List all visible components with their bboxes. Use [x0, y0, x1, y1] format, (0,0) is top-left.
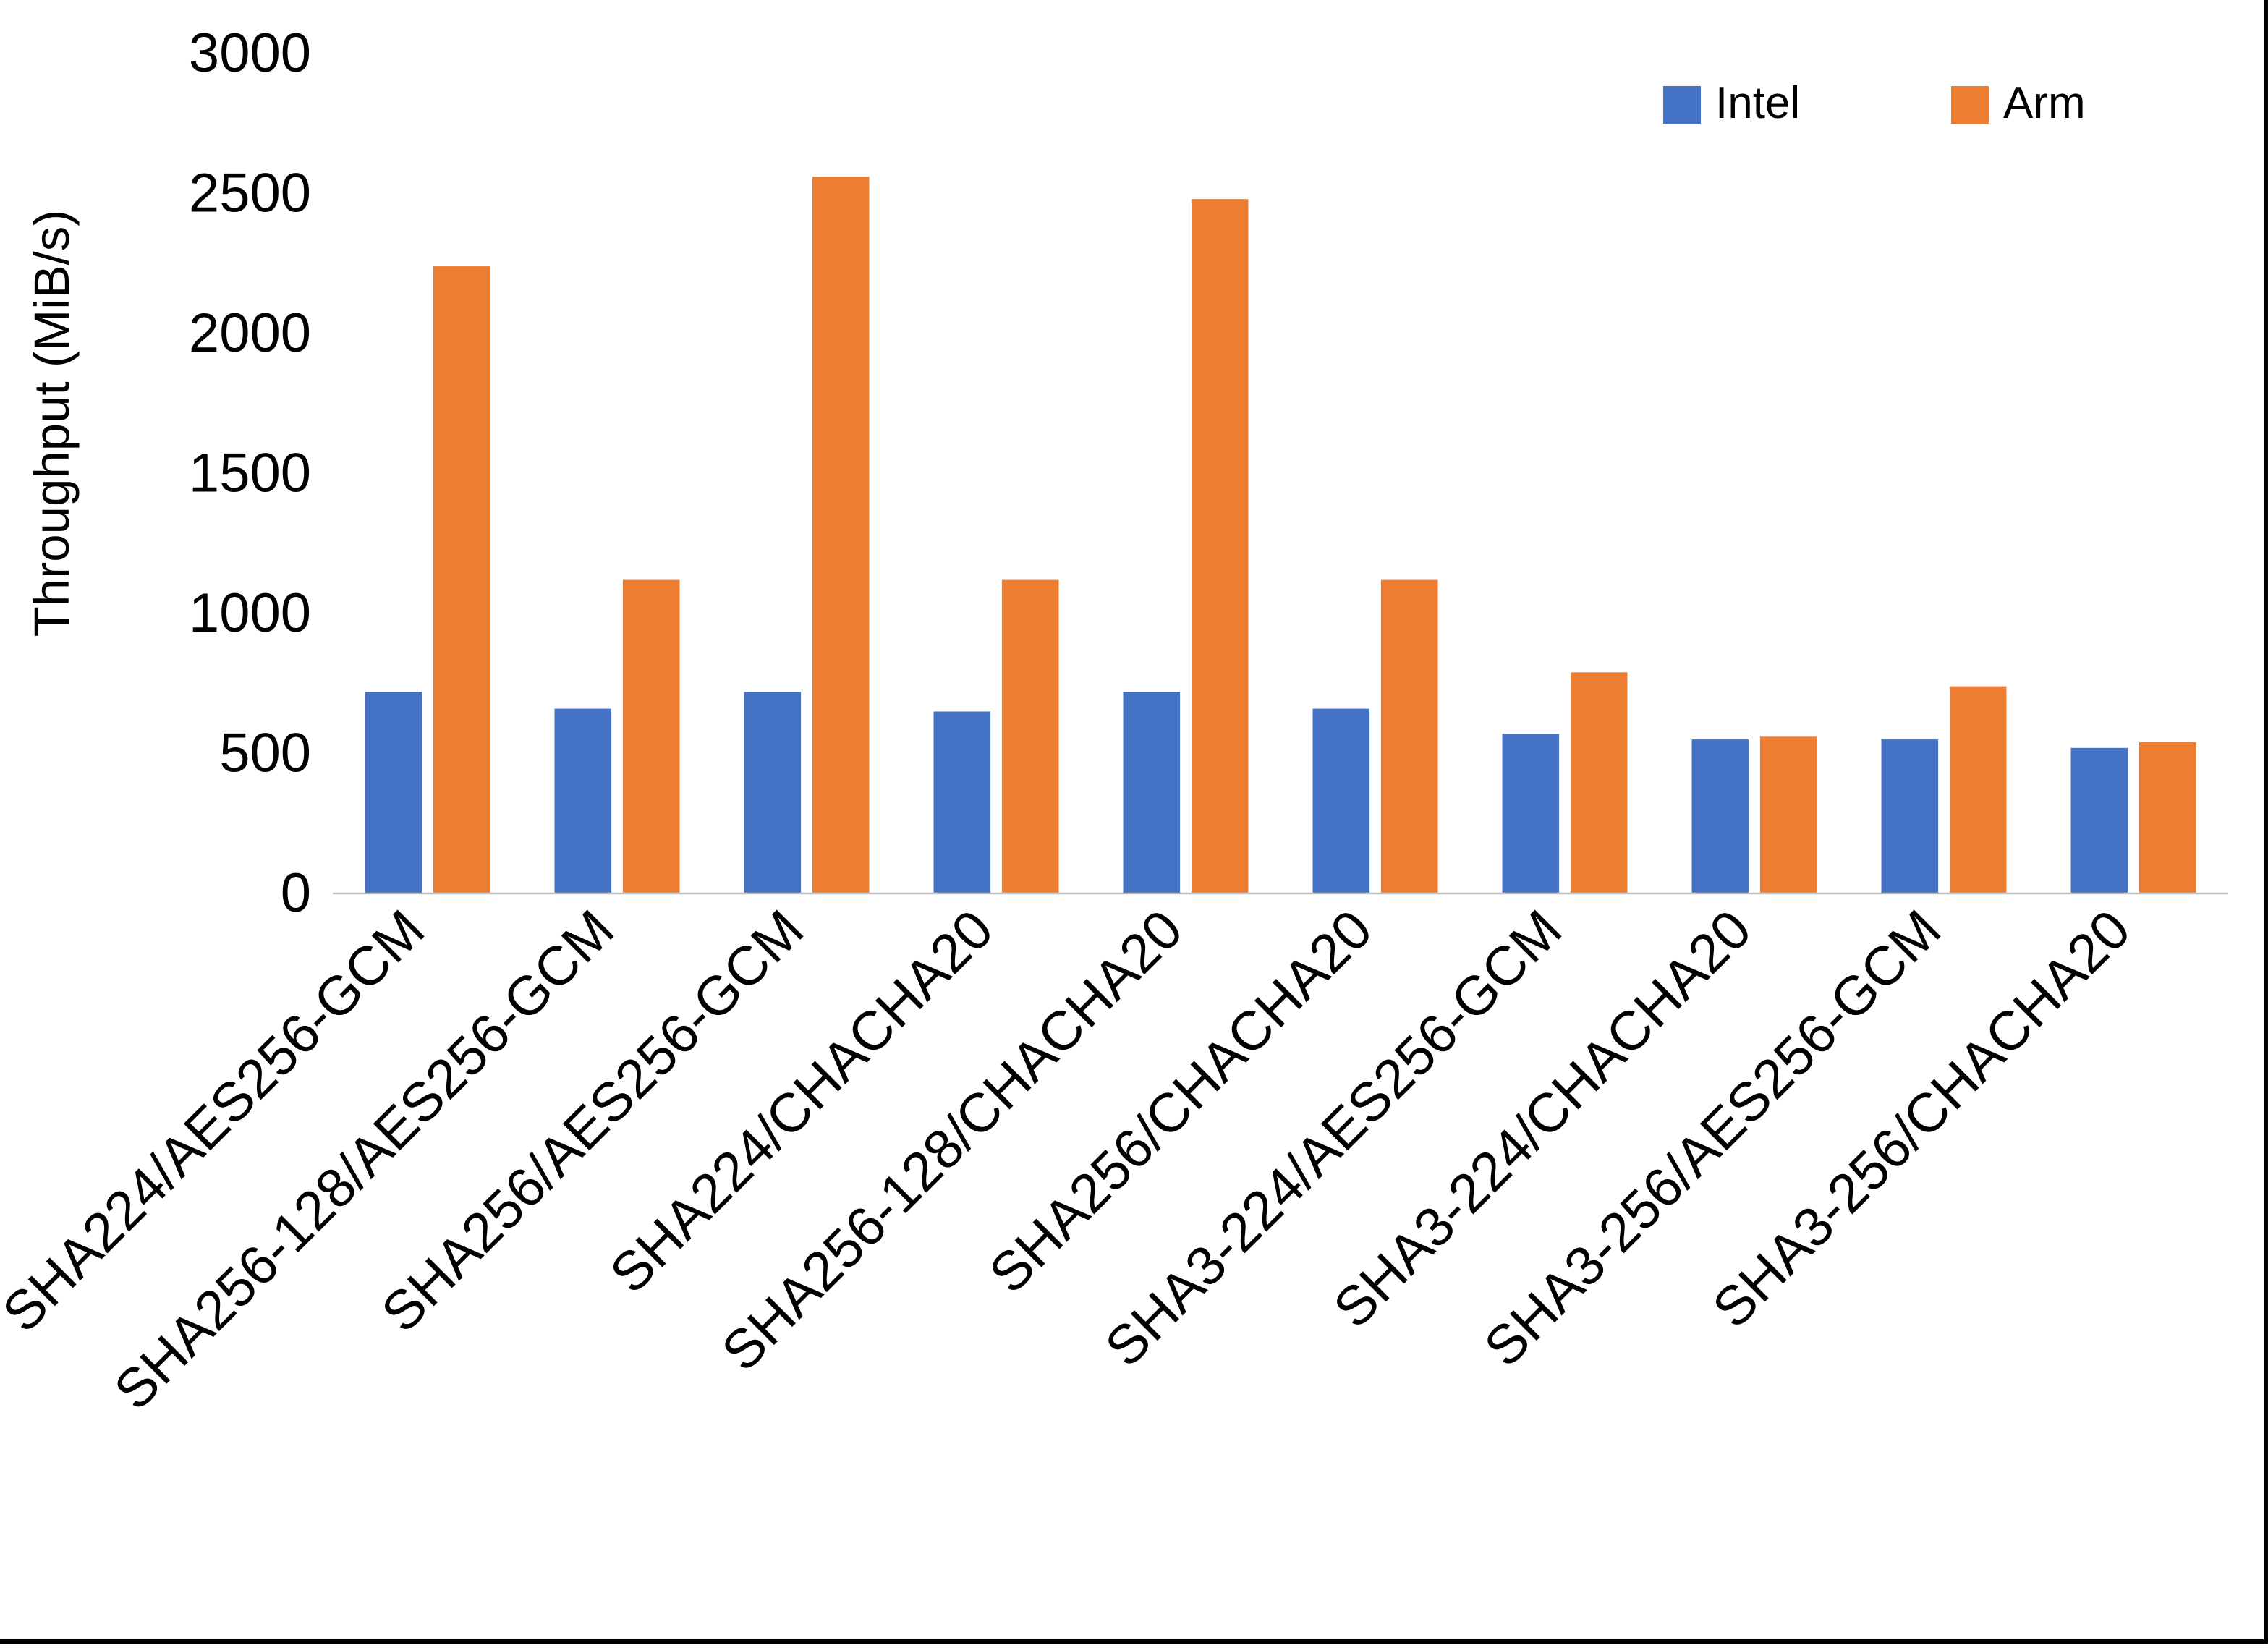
svg-text:3000: 3000	[189, 22, 311, 84]
svg-text:Throughput (MiB/s): Throughput (MiB/s)	[24, 210, 80, 637]
svg-text:0: 0	[281, 862, 311, 924]
svg-text:2500: 2500	[189, 163, 311, 224]
svg-text:Arm: Arm	[2003, 78, 2086, 128]
svg-text:Intel: Intel	[1715, 78, 1800, 128]
svg-text:1000: 1000	[189, 582, 311, 644]
svg-text:500: 500	[219, 723, 311, 784]
svg-text:1500: 1500	[189, 443, 311, 504]
svg-text:2000: 2000	[189, 302, 311, 364]
